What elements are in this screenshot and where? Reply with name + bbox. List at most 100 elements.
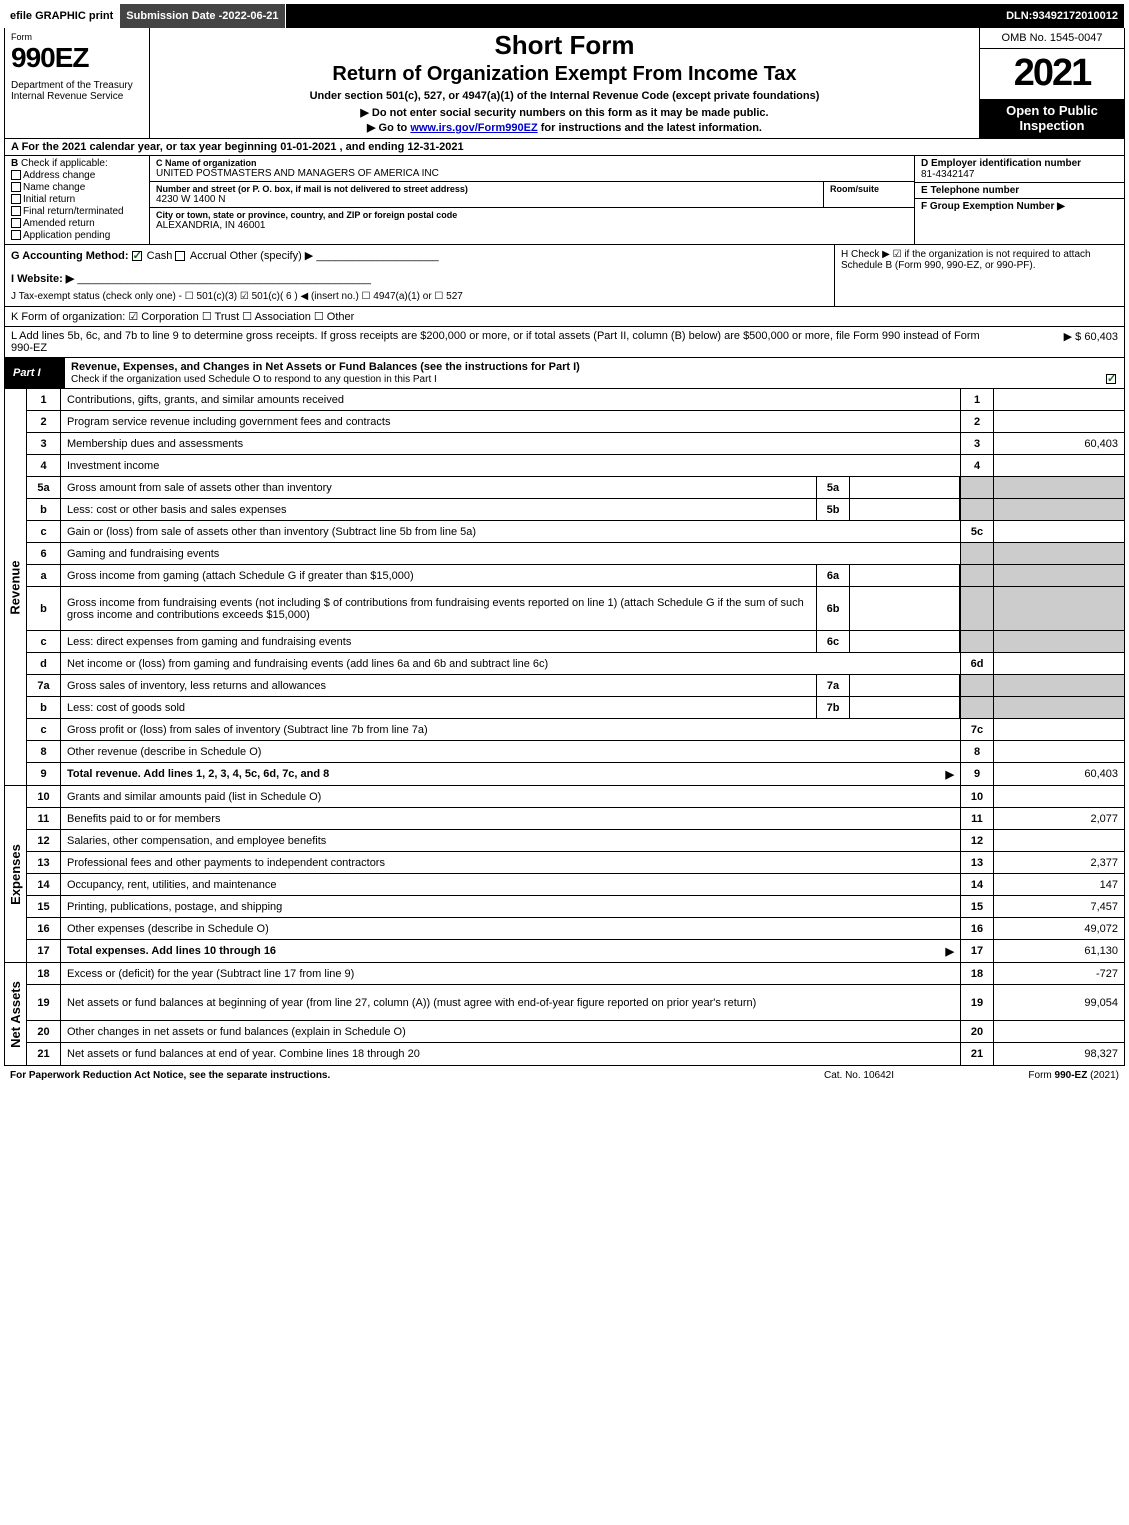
dln: DLN: 93492172010012 — [1000, 4, 1125, 28]
numln-7a — [960, 675, 994, 696]
chk-application-pending[interactable]: Application pending — [11, 230, 143, 241]
amt-6a — [994, 565, 1124, 586]
numln-6a — [960, 565, 994, 586]
amt-7b — [994, 697, 1124, 718]
chk-final-return[interactable]: Final return/terminated — [11, 206, 143, 217]
desc-6d: Net income or (loss) from gaming and fun… — [61, 653, 960, 674]
form-header: Form 990EZ Department of the Treasury In… — [4, 28, 1125, 139]
org-name-cell: C Name of organization UNITED POSTMASTER… — [150, 156, 914, 182]
desc-4: Investment income — [61, 455, 960, 476]
numln-2: 2 — [960, 411, 994, 432]
chk-final-return-label: Final return/terminated — [23, 206, 124, 217]
part-1-title: Revenue, Expenses, and Changes in Net As… — [71, 361, 580, 373]
numln-15: 15 — [960, 896, 994, 917]
amt-15: 7,457 — [994, 896, 1124, 917]
section-e: E Telephone number — [915, 183, 1124, 199]
section-b-through-f: B Check if applicable: Address change Na… — [4, 156, 1125, 245]
other-label: Other (specify) ▶ — [230, 250, 314, 262]
desc-15: Printing, publications, postage, and shi… — [61, 896, 960, 917]
numln-6b — [960, 587, 994, 630]
revenue-section: Revenue 1Contributions, gifts, grants, a… — [4, 389, 1125, 786]
desc-5a: Gross amount from sale of assets other t… — [61, 477, 816, 498]
row-g-h: G Accounting Method: Cash Accrual Other … — [4, 245, 1125, 307]
numln-20: 20 — [960, 1021, 994, 1042]
amt-2 — [994, 411, 1124, 432]
desc-21: Net assets or fund balances at end of ye… — [61, 1043, 960, 1065]
irs-link[interactable]: www.irs.gov/Form990EZ — [410, 122, 537, 134]
chk-schedule-o[interactable] — [1106, 374, 1116, 384]
subln-5a: 5a — [816, 477, 850, 498]
row-5a: 5aGross amount from sale of assets other… — [27, 477, 1124, 499]
city-cell: City or town, state or province, country… — [150, 208, 914, 233]
street-value: 4230 W 1400 N — [156, 194, 817, 205]
header-left: Form 990EZ Department of the Treasury In… — [5, 28, 150, 138]
chk-amended-return[interactable]: Amended return — [11, 218, 143, 229]
ln-6d: d — [27, 653, 61, 674]
revenue-table: 1Contributions, gifts, grants, and simil… — [27, 389, 1124, 785]
page-footer: For Paperwork Reduction Act Notice, see … — [4, 1066, 1125, 1083]
part-1-header: Part I Revenue, Expenses, and Changes in… — [4, 358, 1125, 389]
ln-7a: 7a — [27, 675, 61, 696]
line-l: L Add lines 5b, 6c, and 7b to line 9 to … — [4, 327, 1125, 358]
numln-16: 16 — [960, 918, 994, 939]
chk-address-change[interactable]: Address change — [11, 170, 143, 181]
amt-19: 99,054 — [994, 985, 1124, 1020]
amt-12 — [994, 830, 1124, 851]
part-1-label: Part I — [5, 358, 65, 388]
chk-cash[interactable] — [132, 251, 142, 261]
row-14: 14Occupancy, rent, utilities, and mainte… — [27, 874, 1124, 896]
footer-cat-no: Cat. No. 10642I — [759, 1070, 959, 1081]
desc-16: Other expenses (describe in Schedule O) — [61, 918, 960, 939]
footer-left: For Paperwork Reduction Act Notice, see … — [10, 1070, 759, 1081]
room-cell: Room/suite — [824, 182, 914, 207]
ln-19: 19 — [27, 985, 61, 1020]
amt-4 — [994, 455, 1124, 476]
title-return: Return of Organization Exempt From Incom… — [158, 63, 971, 86]
ln-5c: c — [27, 521, 61, 542]
section-b-letter: B — [11, 158, 18, 169]
desc-2: Program service revenue including govern… — [61, 411, 960, 432]
row-16: 16Other expenses (describe in Schedule O… — [27, 918, 1124, 940]
ln-3: 3 — [27, 433, 61, 454]
chk-name-change-label: Name change — [23, 182, 85, 193]
ln-21: 21 — [27, 1043, 61, 1065]
section-b-check-if: Check if applicable: — [21, 158, 108, 169]
ln-11: 11 — [27, 808, 61, 829]
desc-6: Gaming and fundraising events — [61, 543, 960, 564]
submission-date-label: Submission Date - — [126, 10, 222, 22]
row-3: 3Membership dues and assessments360,403 — [27, 433, 1124, 455]
accrual-label: Accrual — [190, 250, 227, 262]
numln-6d: 6d — [960, 653, 994, 674]
side-label-revenue-text: Revenue — [8, 560, 23, 614]
city-value: ALEXANDRIA, IN 46001 — [156, 220, 908, 231]
numln-10: 10 — [960, 786, 994, 807]
row-21: 21Net assets or fund balances at end of … — [27, 1043, 1124, 1065]
desc-5b: Less: cost or other basis and sales expe… — [61, 499, 816, 520]
efile-print-label[interactable]: efile GRAPHIC print — [4, 4, 120, 28]
numln-18: 18 — [960, 963, 994, 984]
ln-16: 16 — [27, 918, 61, 939]
line-i: I Website: ▶ ___________________________… — [11, 272, 828, 285]
chk-initial-return-label: Initial return — [23, 194, 75, 205]
chk-application-pending-label: Application pending — [23, 230, 110, 241]
numln-12: 12 — [960, 830, 994, 851]
chk-initial-return[interactable]: Initial return — [11, 194, 143, 205]
goto-post: for instructions and the latest informat… — [541, 122, 762, 134]
amt-17: 61,130 — [994, 940, 1124, 962]
footer-right: Form 990-EZ (2021) — [959, 1070, 1119, 1081]
line-j: J Tax-exempt status (check only one) - ☐… — [11, 291, 828, 302]
subln-5b: 5b — [816, 499, 850, 520]
desc-10: Grants and similar amounts paid (list in… — [61, 786, 960, 807]
ln-12: 12 — [27, 830, 61, 851]
street-label: Number and street (or P. O. box, if mail… — [156, 184, 817, 194]
ein-value: 81-4342147 — [921, 169, 1118, 180]
ln-6: 6 — [27, 543, 61, 564]
line-k: K Form of organization: ☑ Corporation ☐ … — [4, 307, 1125, 327]
chk-name-change[interactable]: Name change — [11, 182, 143, 193]
subln-6c: 6c — [816, 631, 850, 652]
street-row: Number and street (or P. O. box, if mail… — [150, 182, 914, 208]
chk-accrual[interactable] — [175, 251, 185, 261]
row-2: 2Program service revenue including gover… — [27, 411, 1124, 433]
line-h: H Check ▶ ☑ if the organization is not r… — [834, 245, 1124, 306]
numln-8: 8 — [960, 741, 994, 762]
